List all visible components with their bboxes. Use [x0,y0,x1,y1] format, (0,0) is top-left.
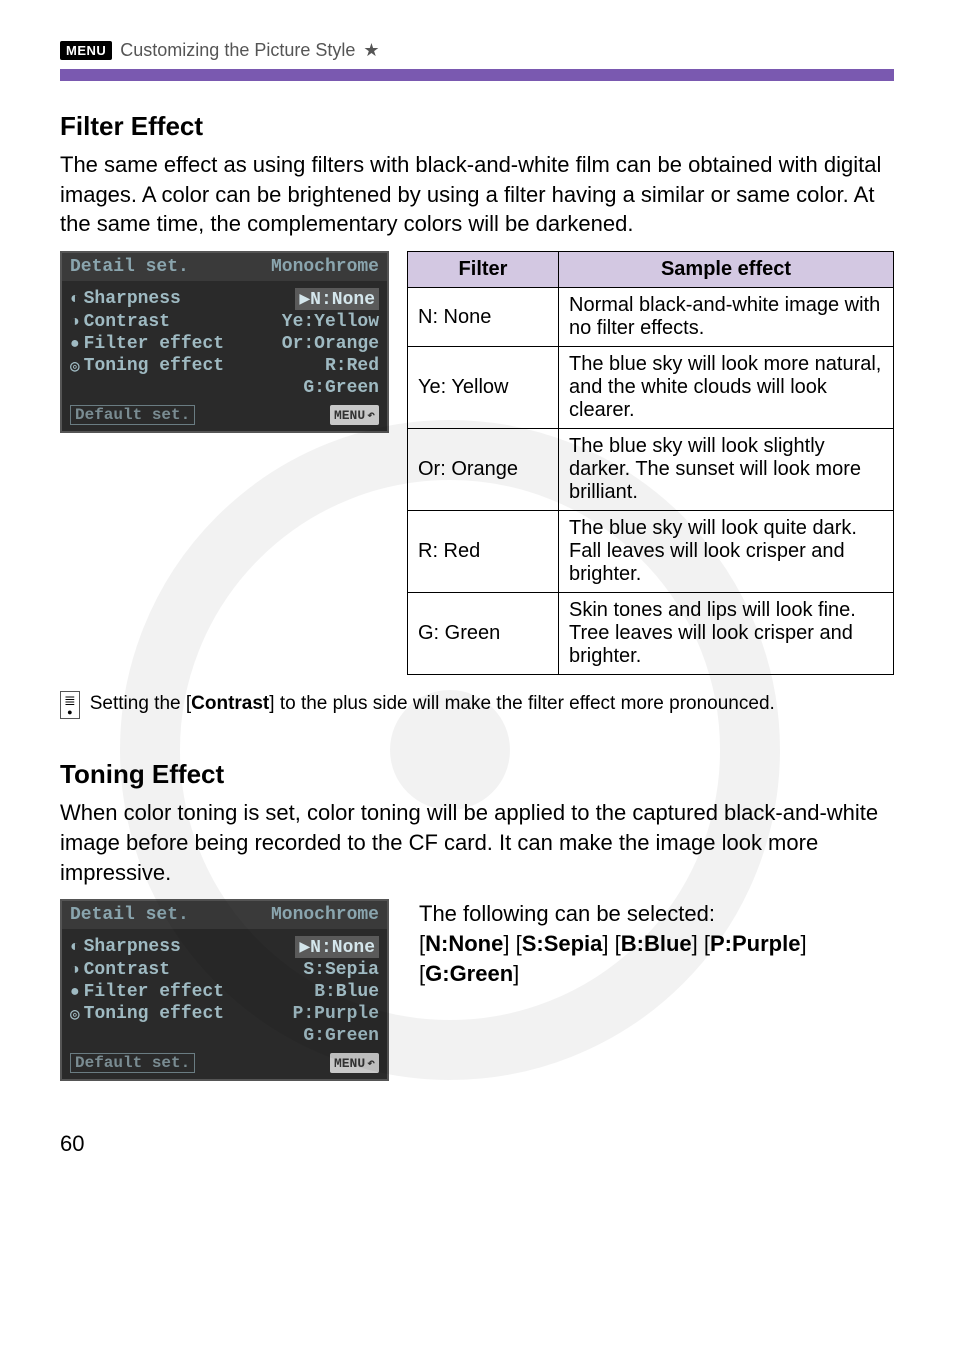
filter-cell: N: None [408,288,559,347]
filter-effect-title: Filter Effect [60,111,894,142]
table-row: N: NoneNormal black-and-white image with… [408,288,894,347]
table-header-filter: Filter [408,252,559,288]
lcd-detail-set-toning: Detail set. Monochrome ◐Sharpness▶N:None… [60,899,389,1081]
filter-cell: Or: Orange [408,429,559,511]
table-row: R: RedThe blue sky will look quite dark.… [408,511,894,593]
sample-cell: Normal black-and-white image with no fil… [559,288,894,347]
lcd1-title-right: Monochrome [271,257,379,277]
lcd2-row: ●Filter effectB:Blue [70,981,379,1003]
toning-options: [N:None] [S:Sepia] [B:Blue] [P:Purple] [… [419,929,894,988]
lcd2-row: ◑ContrastS:Sepia [70,959,379,981]
lcd1-title-left: Detail set. [70,257,189,277]
filter-effect-intro: The same effect as using filters with bl… [60,150,894,239]
table-row: Ye: YellowThe blue sky will look more na… [408,347,894,429]
toning-effect-intro: When color toning is set, color toning w… [60,798,894,887]
filter-cell: G: Green [408,593,559,675]
note-post: ] to the plus side will make the filter … [269,693,775,714]
purple-divider [60,69,894,81]
note-pre: Setting the [ [90,693,191,714]
toning-line1: The following can be selected: [419,899,894,929]
lcd1-row: ◐Sharpness▶N:None [70,287,379,311]
lcd1-row: G:Green [70,377,379,399]
lcd1-row: ◑ContrastYe:Yellow [70,311,379,333]
lcd2-menu-return: MENU↶ [330,1053,379,1073]
header-title: Customizing the Picture Style [120,40,355,61]
filter-cell: R: Red [408,511,559,593]
table-header-sample: Sample effect [559,252,894,288]
note-bold: Contrast [191,693,269,714]
filter-cell: Ye: Yellow [408,347,559,429]
sample-cell: The blue sky will look quite dark. Fall … [559,511,894,593]
star-icon: ★ [363,40,379,61]
toning-options-text: The following can be selected: [N:None] … [419,899,894,988]
lcd2-default: Default set. [70,1053,195,1073]
lcd1-menu-return: MENU↶ [330,405,379,425]
page-number: 60 [60,1131,894,1157]
lcd1-row: ●Filter effectOr:Orange [70,333,379,355]
filter-sample-table: Filter Sample effect N: NoneNormal black… [407,251,894,675]
lcd2-row: ◐Sharpness▶N:None [70,935,379,959]
sample-cell: The blue sky will look more natural, and… [559,347,894,429]
note-icon: ≣● [60,691,80,719]
sample-cell: The blue sky will look slightly darker. … [559,429,894,511]
lcd-detail-set-filter: Detail set. Monochrome ◐Sharpness▶N:None… [60,251,389,433]
contrast-note: ≣● Setting the [Contrast] to the plus si… [60,691,894,719]
lcd2-title-left: Detail set. [70,905,189,925]
lcd2-row: ◎Toning effectP:Purple [70,1003,379,1025]
table-row: G: GreenSkin tones and lips will look fi… [408,593,894,675]
table-row: Or: OrangeThe blue sky will look slightl… [408,429,894,511]
lcd1-row: ◎Toning effectR:Red [70,355,379,377]
lcd2-title-right: Monochrome [271,905,379,925]
toning-effect-title: Toning Effect [60,759,894,790]
lcd1-default: Default set. [70,405,195,425]
menu-badge: MENU [60,41,112,60]
sample-cell: Skin tones and lips will look fine. Tree… [559,593,894,675]
page-header: MENU Customizing the Picture Style ★ [60,40,894,69]
lcd2-row: G:Green [70,1025,379,1047]
